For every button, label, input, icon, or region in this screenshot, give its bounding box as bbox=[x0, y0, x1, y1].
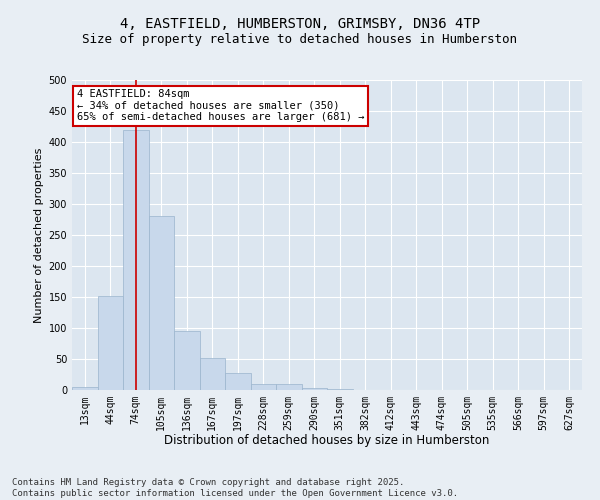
Bar bbox=[225, 372, 251, 390]
Bar bbox=[149, 216, 174, 390]
Y-axis label: Number of detached properties: Number of detached properties bbox=[34, 148, 44, 322]
Text: Size of property relative to detached houses in Humberston: Size of property relative to detached ho… bbox=[83, 32, 517, 46]
X-axis label: Distribution of detached houses by size in Humberston: Distribution of detached houses by size … bbox=[164, 434, 490, 448]
Bar bbox=[276, 384, 302, 390]
Bar bbox=[97, 296, 123, 390]
Bar bbox=[72, 387, 97, 390]
Text: Contains HM Land Registry data © Crown copyright and database right 2025.
Contai: Contains HM Land Registry data © Crown c… bbox=[12, 478, 458, 498]
Bar bbox=[302, 388, 327, 390]
Bar bbox=[123, 130, 149, 390]
Bar bbox=[327, 389, 353, 390]
Text: 4, EASTFIELD, HUMBERSTON, GRIMSBY, DN36 4TP: 4, EASTFIELD, HUMBERSTON, GRIMSBY, DN36 … bbox=[120, 18, 480, 32]
Bar bbox=[199, 358, 225, 390]
Bar bbox=[251, 384, 276, 390]
Bar bbox=[174, 331, 199, 390]
Text: 4 EASTFIELD: 84sqm
← 34% of detached houses are smaller (350)
65% of semi-detach: 4 EASTFIELD: 84sqm ← 34% of detached hou… bbox=[77, 90, 365, 122]
